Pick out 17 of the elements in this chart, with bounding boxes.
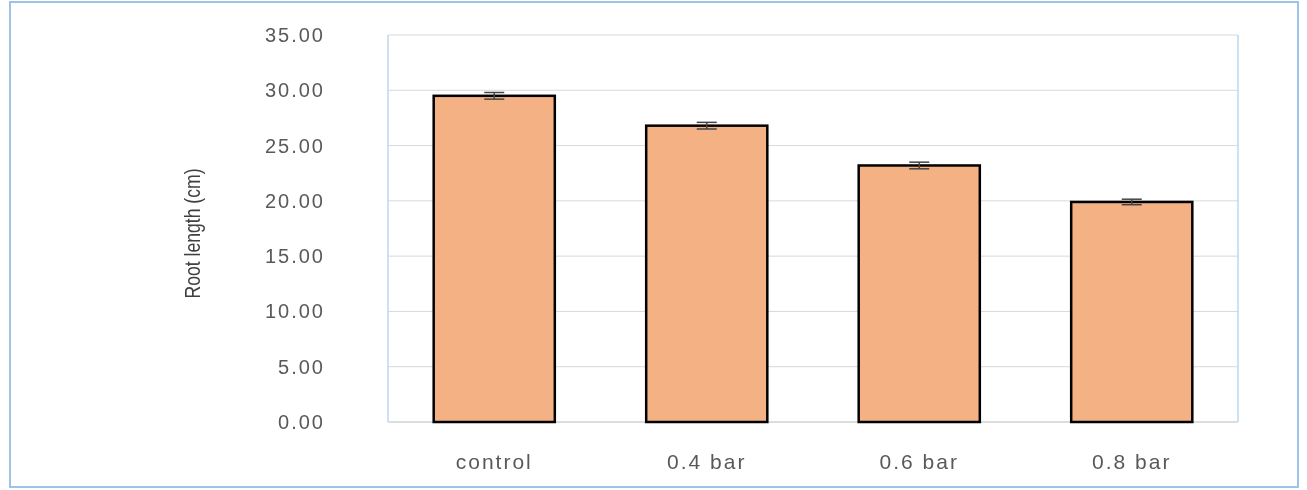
x-tick-label: 0.6 bar — [879, 450, 959, 474]
x-tick-label: 0.8 bar — [1092, 450, 1172, 474]
y-tick-label: 20.00 — [264, 189, 325, 212]
y-tick-label: 35.00 — [264, 24, 325, 46]
x-tick-label: 0.4 bar — [667, 450, 747, 474]
y-tick-label: 10.00 — [264, 300, 325, 323]
bar — [644, 124, 769, 424]
bar — [857, 164, 982, 424]
y-tick-label: 0.00 — [278, 411, 325, 433]
x-tick-label: control — [455, 450, 533, 474]
y-tick-label: 25.00 — [264, 134, 325, 157]
y-tick-label: 15.00 — [264, 245, 325, 268]
bar — [432, 94, 557, 424]
y-tick-label: 30.00 — [264, 79, 325, 102]
y-axis-title: Root length (cm) — [180, 168, 205, 299]
y-tick-label: 5.00 — [278, 355, 325, 378]
bar — [1069, 200, 1194, 424]
